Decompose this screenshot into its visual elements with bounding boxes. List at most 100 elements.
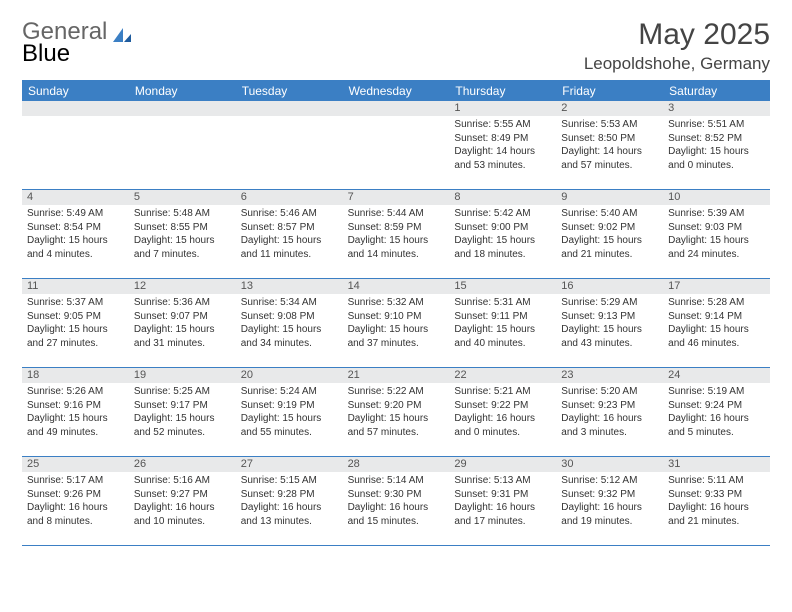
sunset-text: Sunset: 9:17 PM (134, 399, 231, 413)
sunset-text: Sunset: 8:57 PM (241, 221, 338, 235)
sunrise-text: Sunrise: 5:39 AM (668, 207, 765, 221)
day-details: Sunrise: 5:20 AMSunset: 9:23 PMDaylight:… (556, 383, 663, 441)
sunrise-text: Sunrise: 5:51 AM (668, 118, 765, 132)
daylight-text: Daylight: 15 hours and 27 minutes. (27, 323, 124, 350)
day-number: 15 (449, 279, 556, 294)
day-details: Sunrise: 5:31 AMSunset: 9:11 PMDaylight:… (449, 294, 556, 352)
day-number: 10 (663, 190, 770, 205)
daylight-text: Daylight: 16 hours and 13 minutes. (241, 501, 338, 528)
day-details: Sunrise: 5:51 AMSunset: 8:52 PMDaylight:… (663, 116, 770, 174)
day-cell: 2Sunrise: 5:53 AMSunset: 8:50 PMDaylight… (556, 101, 663, 189)
sunset-text: Sunset: 8:52 PM (668, 132, 765, 146)
day-cell: 12Sunrise: 5:36 AMSunset: 9:07 PMDayligh… (129, 279, 236, 367)
day-details: Sunrise: 5:55 AMSunset: 8:49 PMDaylight:… (449, 116, 556, 174)
daylight-text: Daylight: 16 hours and 5 minutes. (668, 412, 765, 439)
day-details: Sunrise: 5:40 AMSunset: 9:02 PMDaylight:… (556, 205, 663, 263)
week-row: 25Sunrise: 5:17 AMSunset: 9:26 PMDayligh… (22, 457, 770, 546)
day-cell: 14Sunrise: 5:32 AMSunset: 9:10 PMDayligh… (343, 279, 450, 367)
week-row: 18Sunrise: 5:26 AMSunset: 9:16 PMDayligh… (22, 368, 770, 457)
day-number: 9 (556, 190, 663, 205)
sunset-text: Sunset: 8:54 PM (27, 221, 124, 235)
daylight-text: Daylight: 15 hours and 21 minutes. (561, 234, 658, 261)
day-number: 4 (22, 190, 129, 205)
daylight-text: Daylight: 15 hours and 40 minutes. (454, 323, 551, 350)
day-number: 20 (236, 368, 343, 383)
day-details: Sunrise: 5:48 AMSunset: 8:55 PMDaylight:… (129, 205, 236, 263)
day-number: 12 (129, 279, 236, 294)
sail-icon (111, 23, 133, 41)
day-cell (236, 101, 343, 189)
day-number: 16 (556, 279, 663, 294)
day-number: 21 (343, 368, 450, 383)
sunrise-text: Sunrise: 5:14 AM (348, 474, 445, 488)
day-number: 14 (343, 279, 450, 294)
day-cell: 30Sunrise: 5:12 AMSunset: 9:32 PMDayligh… (556, 457, 663, 545)
sunset-text: Sunset: 9:11 PM (454, 310, 551, 324)
sunset-text: Sunset: 9:13 PM (561, 310, 658, 324)
sunrise-text: Sunrise: 5:46 AM (241, 207, 338, 221)
day-number (22, 101, 129, 116)
day-cell: 29Sunrise: 5:13 AMSunset: 9:31 PMDayligh… (449, 457, 556, 545)
sunrise-text: Sunrise: 5:17 AM (27, 474, 124, 488)
day-details: Sunrise: 5:12 AMSunset: 9:32 PMDaylight:… (556, 472, 663, 530)
sunrise-text: Sunrise: 5:55 AM (454, 118, 551, 132)
daylight-text: Daylight: 15 hours and 7 minutes. (134, 234, 231, 261)
day-cell: 1Sunrise: 5:55 AMSunset: 8:49 PMDaylight… (449, 101, 556, 189)
sunset-text: Sunset: 9:23 PM (561, 399, 658, 413)
sunrise-text: Sunrise: 5:16 AM (134, 474, 231, 488)
sunset-text: Sunset: 9:26 PM (27, 488, 124, 502)
day-cell: 22Sunrise: 5:21 AMSunset: 9:22 PMDayligh… (449, 368, 556, 456)
day-details: Sunrise: 5:34 AMSunset: 9:08 PMDaylight:… (236, 294, 343, 352)
sunrise-text: Sunrise: 5:48 AM (134, 207, 231, 221)
weekday-header: Wednesday (343, 81, 450, 101)
day-details: Sunrise: 5:44 AMSunset: 8:59 PMDaylight:… (343, 205, 450, 263)
weekday-header: Friday (556, 81, 663, 101)
daylight-text: Daylight: 15 hours and 49 minutes. (27, 412, 124, 439)
day-number: 31 (663, 457, 770, 472)
day-cell: 23Sunrise: 5:20 AMSunset: 9:23 PMDayligh… (556, 368, 663, 456)
day-number (236, 101, 343, 116)
sunrise-text: Sunrise: 5:20 AM (561, 385, 658, 399)
day-details: Sunrise: 5:11 AMSunset: 9:33 PMDaylight:… (663, 472, 770, 530)
day-details: Sunrise: 5:26 AMSunset: 9:16 PMDaylight:… (22, 383, 129, 441)
day-cell: 11Sunrise: 5:37 AMSunset: 9:05 PMDayligh… (22, 279, 129, 367)
day-cell: 6Sunrise: 5:46 AMSunset: 8:57 PMDaylight… (236, 190, 343, 278)
daylight-text: Daylight: 15 hours and 52 minutes. (134, 412, 231, 439)
daylight-text: Daylight: 16 hours and 15 minutes. (348, 501, 445, 528)
day-details: Sunrise: 5:17 AMSunset: 9:26 PMDaylight:… (22, 472, 129, 530)
daylight-text: Daylight: 15 hours and 57 minutes. (348, 412, 445, 439)
weekday-header: Thursday (449, 81, 556, 101)
day-cell: 8Sunrise: 5:42 AMSunset: 9:00 PMDaylight… (449, 190, 556, 278)
day-number: 3 (663, 101, 770, 116)
day-number: 29 (449, 457, 556, 472)
sunrise-text: Sunrise: 5:53 AM (561, 118, 658, 132)
day-details: Sunrise: 5:15 AMSunset: 9:28 PMDaylight:… (236, 472, 343, 530)
sunset-text: Sunset: 9:14 PM (668, 310, 765, 324)
daylight-text: Daylight: 16 hours and 17 minutes. (454, 501, 551, 528)
sunrise-text: Sunrise: 5:26 AM (27, 385, 124, 399)
day-cell: 18Sunrise: 5:26 AMSunset: 9:16 PMDayligh… (22, 368, 129, 456)
daylight-text: Daylight: 15 hours and 37 minutes. (348, 323, 445, 350)
sunset-text: Sunset: 8:55 PM (134, 221, 231, 235)
day-cell: 26Sunrise: 5:16 AMSunset: 9:27 PMDayligh… (129, 457, 236, 545)
day-cell: 13Sunrise: 5:34 AMSunset: 9:08 PMDayligh… (236, 279, 343, 367)
day-number: 26 (129, 457, 236, 472)
day-details: Sunrise: 5:29 AMSunset: 9:13 PMDaylight:… (556, 294, 663, 352)
daylight-text: Daylight: 15 hours and 46 minutes. (668, 323, 765, 350)
day-number: 5 (129, 190, 236, 205)
sunset-text: Sunset: 9:05 PM (27, 310, 124, 324)
day-cell: 27Sunrise: 5:15 AMSunset: 9:28 PMDayligh… (236, 457, 343, 545)
day-cell: 10Sunrise: 5:39 AMSunset: 9:03 PMDayligh… (663, 190, 770, 278)
sunrise-text: Sunrise: 5:42 AM (454, 207, 551, 221)
day-details: Sunrise: 5:46 AMSunset: 8:57 PMDaylight:… (236, 205, 343, 263)
sunrise-text: Sunrise: 5:22 AM (348, 385, 445, 399)
sunrise-text: Sunrise: 5:25 AM (134, 385, 231, 399)
sunrise-text: Sunrise: 5:36 AM (134, 296, 231, 310)
sunrise-text: Sunrise: 5:12 AM (561, 474, 658, 488)
day-number: 23 (556, 368, 663, 383)
sunrise-text: Sunrise: 5:11 AM (668, 474, 765, 488)
daylight-text: Daylight: 16 hours and 0 minutes. (454, 412, 551, 439)
week-row: 1Sunrise: 5:55 AMSunset: 8:49 PMDaylight… (22, 101, 770, 190)
sunset-text: Sunset: 9:28 PM (241, 488, 338, 502)
calendar: Sunday Monday Tuesday Wednesday Thursday… (22, 80, 770, 546)
